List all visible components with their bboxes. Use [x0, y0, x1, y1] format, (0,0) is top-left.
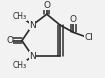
Text: Cl: Cl [84, 33, 93, 42]
Text: CH₃: CH₃ [13, 61, 27, 70]
Text: O: O [70, 15, 77, 24]
Text: O: O [43, 1, 50, 10]
Text: N: N [29, 21, 36, 30]
Text: O: O [6, 36, 13, 45]
Text: N: N [29, 52, 36, 61]
Text: CH₃: CH₃ [13, 11, 27, 21]
